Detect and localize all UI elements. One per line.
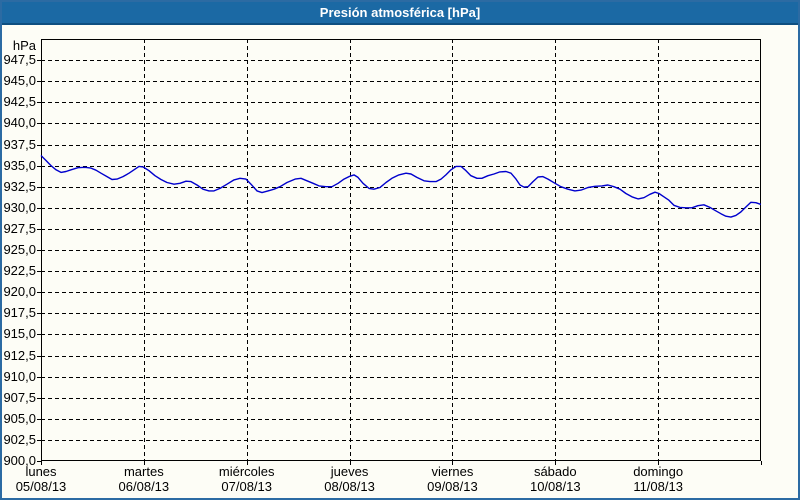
- y-tick-label: 915,0: [3, 326, 36, 342]
- x-axis-label: martes 06/08/13: [92, 464, 196, 494]
- y-tick-label: 907,5: [3, 389, 36, 405]
- y-tick-label: 947,5: [3, 52, 36, 68]
- x-day-date: 07/08/13: [221, 479, 272, 494]
- x-day-name: sábado: [533, 464, 577, 479]
- x-day-date: 10/08/13: [529, 479, 581, 494]
- y-tick-label: 912,5: [3, 347, 36, 363]
- chart-title-bar: Presión atmosférica [hPa]: [2, 2, 798, 25]
- y-tick-label: 937,5: [3, 136, 36, 152]
- y-tick-label: 930,0: [3, 199, 36, 215]
- y-tick-label: 900,0: [3, 453, 36, 468]
- y-tick-label: 920,0: [3, 284, 36, 300]
- x-day-name: lunes: [25, 464, 57, 479]
- x-axis-label: jueves 08/08/13: [298, 464, 402, 494]
- x-axis-label: domingo 11/08/13: [606, 464, 710, 494]
- y-tick-label: 932,5: [3, 178, 36, 194]
- chart-title: Presión atmosférica [hPa]: [319, 5, 481, 20]
- y-tick-label: 910,0: [3, 368, 36, 384]
- y-tick-label: 925,0: [3, 242, 36, 257]
- x-day-name: jueves: [330, 464, 369, 479]
- plot-canvas: [37, 39, 762, 465]
- pressure-line: [40, 155, 762, 218]
- y-tick-label: 940,0: [3, 115, 36, 131]
- plot-border: [41, 39, 761, 461]
- y-tick-label: 927,5: [3, 220, 36, 236]
- x-day-name: viernes: [431, 464, 474, 479]
- y-tick-label: 942,5: [3, 94, 36, 110]
- x-axis-label: lunes 05/08/13: [2, 464, 93, 494]
- y-tick-label: 922,5: [3, 263, 36, 279]
- y-tick-label: 945,0: [3, 73, 36, 89]
- x-day-name: domingo: [633, 464, 684, 479]
- x-day-date: 08/08/13: [324, 479, 375, 494]
- x-day-date: 06/08/13: [118, 479, 170, 494]
- y-tick-label: 917,5: [3, 305, 36, 321]
- x-day-name: martes: [123, 464, 164, 479]
- y-tick-label: 902,5: [3, 431, 36, 447]
- x-axis-label: sábado 10/08/13: [503, 464, 607, 494]
- y-tick-label: 905,0: [3, 410, 36, 426]
- x-axis-label: miércoles 07/08/13: [195, 464, 299, 494]
- x-axis-label: viernes 09/08/13: [400, 464, 504, 494]
- y-axis-unit-label: hPa: [12, 38, 36, 53]
- x-day-date: 09/08/13: [427, 479, 478, 494]
- x-day-date: 05/08/13: [15, 479, 67, 494]
- x-day-date: 11/08/13: [633, 479, 683, 494]
- y-tick-label: 935,0: [3, 157, 36, 173]
- x-day-name: miércoles: [218, 464, 275, 479]
